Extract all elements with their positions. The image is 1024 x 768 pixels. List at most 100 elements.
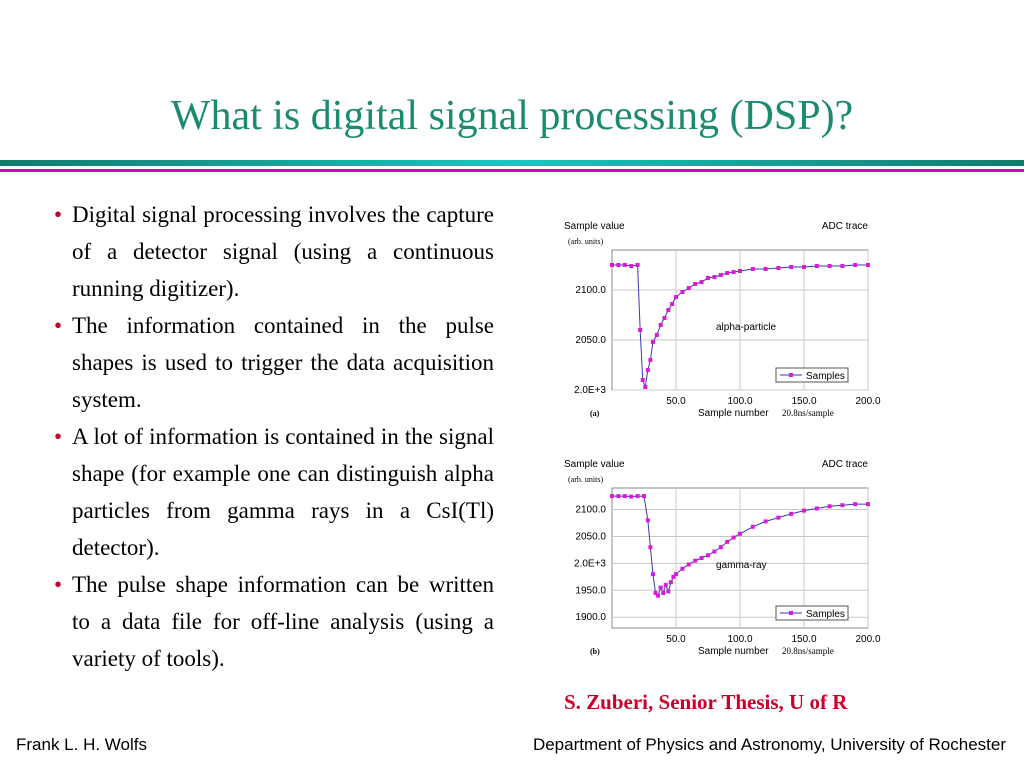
data-point <box>680 290 685 294</box>
legend-label: Samples <box>806 371 845 382</box>
data-point <box>814 264 819 268</box>
title-divider-teal <box>0 160 1024 166</box>
x-tick-label: 150.0 <box>791 634 816 645</box>
data-point <box>731 535 736 540</box>
data-point <box>635 263 640 267</box>
data-point <box>725 539 730 544</box>
data-point <box>645 368 650 372</box>
title-divider-magenta <box>0 169 1024 172</box>
data-point <box>638 328 643 332</box>
data-point <box>693 282 698 286</box>
data-point <box>712 275 717 279</box>
y-axis-units: (arb. units) <box>568 237 603 246</box>
legend-box <box>775 605 849 621</box>
legend-label: Samples <box>806 609 845 620</box>
data-point <box>643 385 648 389</box>
x-axis-label: Sample number <box>698 408 769 419</box>
chart-title: ADC trace <box>822 459 869 470</box>
data-point <box>648 358 653 362</box>
data-point <box>674 295 678 299</box>
y-tick-label: 2100.0 <box>575 285 606 296</box>
data-point <box>712 549 717 554</box>
data-point <box>645 518 650 523</box>
adc-trace-chart-alpha: Sample value (arb. units) ADC trace 50.0 100… <box>564 221 881 419</box>
bullet-item: • Digital signal processing involves the … <box>50 196 494 307</box>
legend-marker <box>789 373 793 377</box>
data-point <box>635 494 640 499</box>
data-point <box>866 263 870 267</box>
data-point <box>610 494 614 499</box>
data-point <box>622 494 627 499</box>
panel-label: (b) <box>590 647 600 656</box>
y-tick-label: 2.0E+3 <box>574 385 606 396</box>
legend-marker <box>789 611 793 615</box>
data-point <box>827 264 832 268</box>
data-point <box>827 504 832 509</box>
data-point <box>814 506 819 511</box>
slide-title: What is digital signal processing (DSP)? <box>170 93 854 139</box>
data-point <box>629 494 634 499</box>
bullet-dot: • <box>54 313 63 338</box>
data-point <box>699 556 704 560</box>
y-tick-label: 2050.0 <box>575 531 606 542</box>
data-point <box>666 589 671 594</box>
data-point <box>674 572 678 577</box>
data-point <box>650 340 655 344</box>
data-point <box>661 591 666 595</box>
data-point <box>662 316 667 320</box>
data-point <box>658 585 663 590</box>
data-point <box>706 553 710 558</box>
bullet-dot: • <box>54 424 63 449</box>
data-point <box>668 580 673 585</box>
data-point <box>654 333 659 337</box>
data-point <box>616 263 621 267</box>
data-point <box>629 264 634 268</box>
data-point <box>671 574 676 579</box>
data-point <box>789 265 794 269</box>
trace-annotation: gamma-ray <box>716 560 767 571</box>
y-axis-label: Sample value <box>564 221 625 232</box>
data-point <box>686 562 691 567</box>
trace-annotation: alpha-particle <box>716 322 776 333</box>
y-axis-label: Sample value <box>564 459 625 470</box>
data-point <box>610 263 614 267</box>
bullet-text: The information contained in the pulse s… <box>72 313 494 412</box>
citation: S. Zuberi, Senior Thesis, U of R <box>564 690 848 714</box>
bullet-text: The pulse shape information can be writt… <box>72 572 494 671</box>
data-point <box>763 519 768 524</box>
bullet-item: • The pulse shape information can be writ… <box>50 566 494 677</box>
data-point <box>840 503 845 508</box>
data-point <box>750 267 755 271</box>
data-point <box>656 593 661 598</box>
y-axis-units: (arb. units) <box>568 475 603 484</box>
data-point <box>699 280 704 284</box>
x-axis-label: Sample number <box>698 646 769 657</box>
bullet-dot: • <box>54 202 63 227</box>
data-point <box>650 572 655 577</box>
data-point <box>693 558 698 563</box>
x-axis-units: 20.8ns/sample <box>782 646 834 656</box>
x-tick-label: 100.0 <box>727 396 752 407</box>
panel-label: (a) <box>590 409 600 418</box>
data-point <box>738 269 742 273</box>
data-point <box>840 264 845 268</box>
data-point <box>750 524 755 529</box>
data-point <box>866 502 870 507</box>
y-tick-label: 1900.0 <box>575 612 606 623</box>
data-point <box>616 494 621 499</box>
data-point <box>789 511 794 516</box>
y-tick-label: 1950.0 <box>575 585 606 596</box>
x-tick-label: 150.0 <box>791 396 816 407</box>
data-point <box>666 308 671 312</box>
data-point <box>686 286 691 290</box>
data-point <box>776 515 781 520</box>
bullet-dot: • <box>54 572 63 597</box>
x-tick-label: 100.0 <box>727 634 752 645</box>
footer-department: Department of Physics and Astronomy, Uni… <box>532 735 1006 754</box>
y-tick-label: 2.0E+3 <box>574 558 606 569</box>
data-point <box>670 302 675 306</box>
bullet-item: • The information contained in the pulse … <box>50 307 494 418</box>
adc-trace-chart-gamma: Sample value (arb. units) ADC trace 50.0 100… <box>564 459 881 657</box>
y-tick-label: 2050.0 <box>575 335 606 346</box>
data-point <box>648 545 653 550</box>
